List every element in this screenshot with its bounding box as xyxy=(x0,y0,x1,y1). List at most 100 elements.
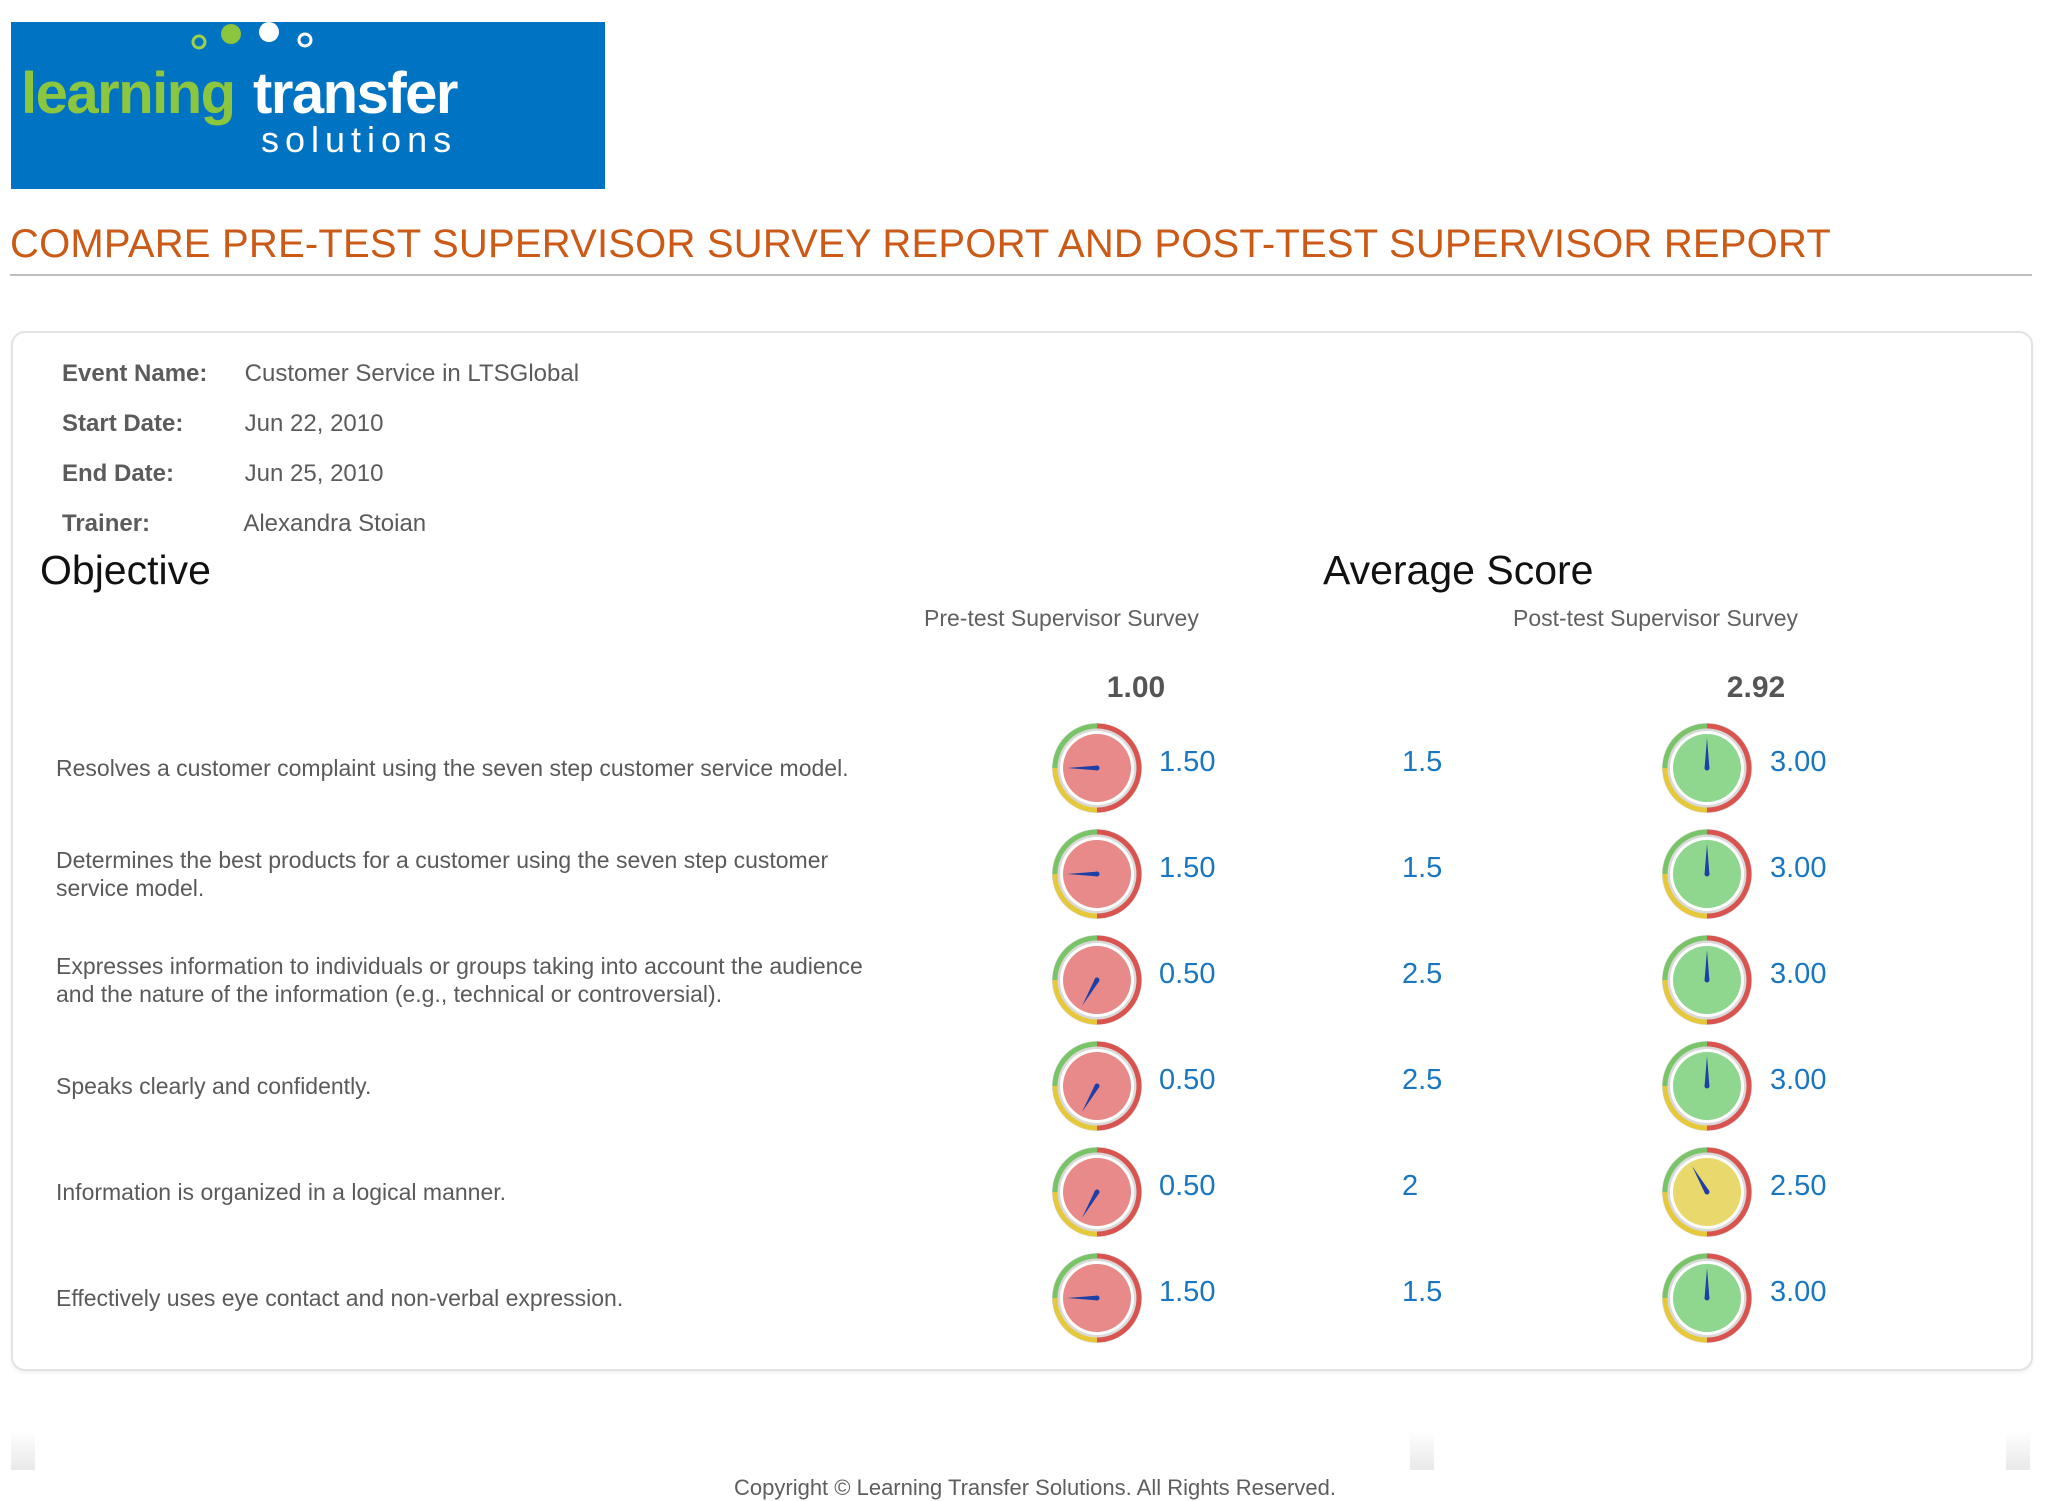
trainer-row: Trainer: Alexandra Stoian xyxy=(62,510,426,538)
gauge-hub xyxy=(1094,1295,1100,1301)
gauge-hub xyxy=(1704,765,1710,771)
trainer-value: Alexandra Stoian xyxy=(243,510,427,537)
event-name-label: Event Name: xyxy=(62,360,208,387)
gauge-ring-green xyxy=(1662,935,1708,981)
gauge-needle xyxy=(1067,765,1097,771)
gauge-hub xyxy=(1094,765,1100,771)
gauge-ring-yellow xyxy=(1052,873,1098,919)
title-divider xyxy=(10,274,2032,276)
gauge-ring-yellow xyxy=(1662,873,1708,919)
objective-row: Effectively uses eye contact and non-ver… xyxy=(13,1248,2031,1348)
post-test-gauge xyxy=(1662,829,1752,919)
copyright-notice: Copyright © Learning Transfer Solutions.… xyxy=(734,1475,1336,1500)
gauge-ring-green xyxy=(1052,1253,1098,1299)
objective-text: Speaks clearly and confidently. xyxy=(56,1073,372,1099)
gauge-ring-green xyxy=(1662,829,1708,875)
score-change: 2.5 xyxy=(1402,958,1443,990)
footer-corner xyxy=(1410,1430,1434,1470)
logo-dot xyxy=(191,34,207,50)
objective-row: Determines the best products for a custo… xyxy=(13,824,2031,924)
gauge-hub xyxy=(1094,871,1100,877)
gauge-hub xyxy=(1704,1295,1710,1301)
gauge-ring-red xyxy=(1096,935,1142,1025)
objective-row: Speaks clearly and confidently. 0.50 2.5… xyxy=(13,1036,2031,1136)
gauge-ring-red xyxy=(1706,1147,1752,1237)
score-change: 1.5 xyxy=(1402,852,1443,884)
pre-test-score: 0.50 xyxy=(1159,958,1216,990)
pre-test-score: 0.50 xyxy=(1159,1064,1216,1096)
gauge-ring-green xyxy=(1052,1041,1098,1087)
gauge-needle xyxy=(1692,1166,1710,1194)
gauge-ring-green xyxy=(1052,935,1098,981)
gauge-ring-red xyxy=(1706,935,1752,1025)
post-test-overall-score: 2.92 xyxy=(1726,671,1786,704)
start-date-label: Start Date: xyxy=(62,410,184,437)
objective-text: Effectively uses eye contact and non-ver… xyxy=(56,1285,624,1311)
objective-row: Expresses information to individuals or … xyxy=(13,930,2031,1030)
objective-row: Resolves a customer complaint using the … xyxy=(13,718,2031,818)
gauge-ring-red xyxy=(1096,723,1142,813)
post-test-gauge xyxy=(1662,935,1752,1025)
gauge-ring-red xyxy=(1706,1041,1752,1131)
gauge-ring-red xyxy=(1096,1147,1142,1237)
gauge-hub xyxy=(1704,871,1710,877)
pre-test-score: 0.50 xyxy=(1159,1170,1216,1202)
company-logo: learning transfer solutions xyxy=(11,22,605,189)
gauge-hub xyxy=(1094,1083,1100,1089)
gauge-ring-yellow xyxy=(1052,767,1098,813)
gauge-ring-red xyxy=(1096,829,1142,919)
score-change: 2.5 xyxy=(1402,1064,1443,1096)
gauge-ring-red xyxy=(1096,1253,1142,1343)
gauge-needle xyxy=(1067,871,1097,877)
gauge-ring-red xyxy=(1706,1253,1752,1343)
gauge-ring-yellow xyxy=(1662,1297,1708,1343)
pre-test-score: 1.50 xyxy=(1159,1276,1216,1308)
objective-heading: Objective xyxy=(40,547,211,593)
gauge-ring-green xyxy=(1662,723,1708,769)
footer-corner xyxy=(2006,1430,2030,1470)
gauge-ring-yellow xyxy=(1052,1297,1098,1343)
end-date-row: End Date: Jun 25, 2010 xyxy=(62,460,383,488)
gauge-ring-green xyxy=(1052,723,1098,769)
gauge-hub xyxy=(1704,977,1710,983)
gauge-hub xyxy=(1704,1083,1710,1089)
post-test-gauge xyxy=(1662,1147,1752,1237)
gauge-hub xyxy=(1094,977,1100,983)
gauge-ring-green xyxy=(1052,1147,1098,1193)
gauge-ring-red xyxy=(1706,723,1752,813)
gauge-ring-green xyxy=(1662,1253,1708,1299)
pre-test-gauge xyxy=(1052,935,1142,1025)
gauge-ring-yellow xyxy=(1662,1191,1708,1237)
gauge-ring-yellow xyxy=(1662,979,1708,1025)
logo-dot xyxy=(259,22,279,42)
pre-test-gauge xyxy=(1052,1041,1142,1131)
gauge-hub xyxy=(1704,1189,1710,1195)
post-test-column-heading: Post-test Supervisor Survey xyxy=(1513,605,1799,631)
report-title: COMPARE PRE-TEST SUPERVISOR SURVEY REPOR… xyxy=(10,222,1831,266)
logo-dot xyxy=(297,32,313,48)
post-test-score: 3.00 xyxy=(1770,1064,1827,1096)
gauge-ring-green xyxy=(1052,829,1098,875)
objective-text: Expresses information to individuals or … xyxy=(56,953,863,1007)
logo-graphic: learning transfer solutions xyxy=(21,22,459,160)
logo-word-learning: learning xyxy=(21,61,235,126)
average-score-heading: Average Score xyxy=(1323,547,1594,593)
score-change: 1.5 xyxy=(1402,1276,1443,1308)
objective-text: Information is organized in a logical ma… xyxy=(56,1179,507,1205)
gauge-ring-yellow xyxy=(1662,767,1708,813)
pre-test-overall-score: 1.00 xyxy=(1106,671,1166,704)
post-test-score: 3.00 xyxy=(1770,1276,1827,1308)
gauge-needle xyxy=(1082,1190,1100,1218)
gauge-needle xyxy=(1082,1084,1100,1112)
logo-dot xyxy=(221,24,241,44)
pre-test-column-heading: Pre-test Supervisor Survey xyxy=(924,605,1199,631)
post-test-score: 3.00 xyxy=(1770,958,1827,990)
post-test-gauge xyxy=(1662,723,1752,813)
end-date-label: End Date: xyxy=(62,460,175,487)
gauge-needle xyxy=(1704,950,1710,980)
post-test-score: 3.00 xyxy=(1770,852,1827,884)
gauge-needle xyxy=(1704,844,1710,874)
gauge-needle xyxy=(1067,1295,1097,1301)
end-date-value: Jun 25, 2010 xyxy=(244,460,384,487)
gauge-ring-green xyxy=(1662,1147,1708,1193)
